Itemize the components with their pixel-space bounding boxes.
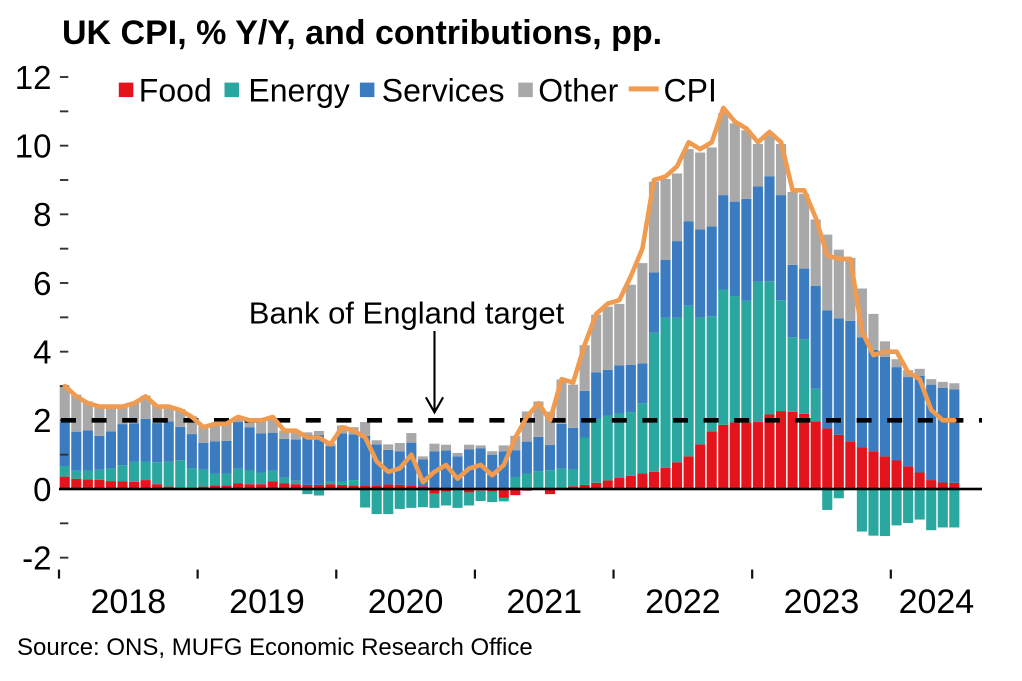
svg-text:2022: 2022 [645,583,721,621]
svg-text:Bank of England target: Bank of England target [249,296,565,331]
svg-text:2: 2 [33,402,51,439]
svg-text:6: 6 [33,265,51,302]
svg-text:Services: Services [382,72,505,108]
svg-text:2021: 2021 [506,583,582,621]
svg-text:2024: 2024 [899,583,975,621]
svg-text:8: 8 [33,196,51,233]
svg-text:Food: Food [139,72,212,108]
svg-text:2023: 2023 [784,583,860,621]
svg-text:2019: 2019 [229,583,305,621]
svg-text:2020: 2020 [368,583,444,621]
svg-text:Energy: Energy [248,72,349,108]
svg-text:CPI: CPI [664,72,717,108]
svg-text:UK CPI, % Y/Y, and contributio: UK CPI, % Y/Y, and contributions, pp. [62,14,662,52]
svg-text:10: 10 [15,127,52,164]
svg-text:12: 12 [15,59,52,96]
svg-text:4: 4 [33,333,51,370]
svg-text:Source: ONS, MUFG Economic Res: Source: ONS, MUFG Economic Research Offi… [17,634,533,661]
svg-text:Other: Other [538,72,618,108]
svg-text:0: 0 [33,471,51,508]
svg-text:2018: 2018 [90,583,166,621]
svg-text:-2: -2 [22,539,51,576]
